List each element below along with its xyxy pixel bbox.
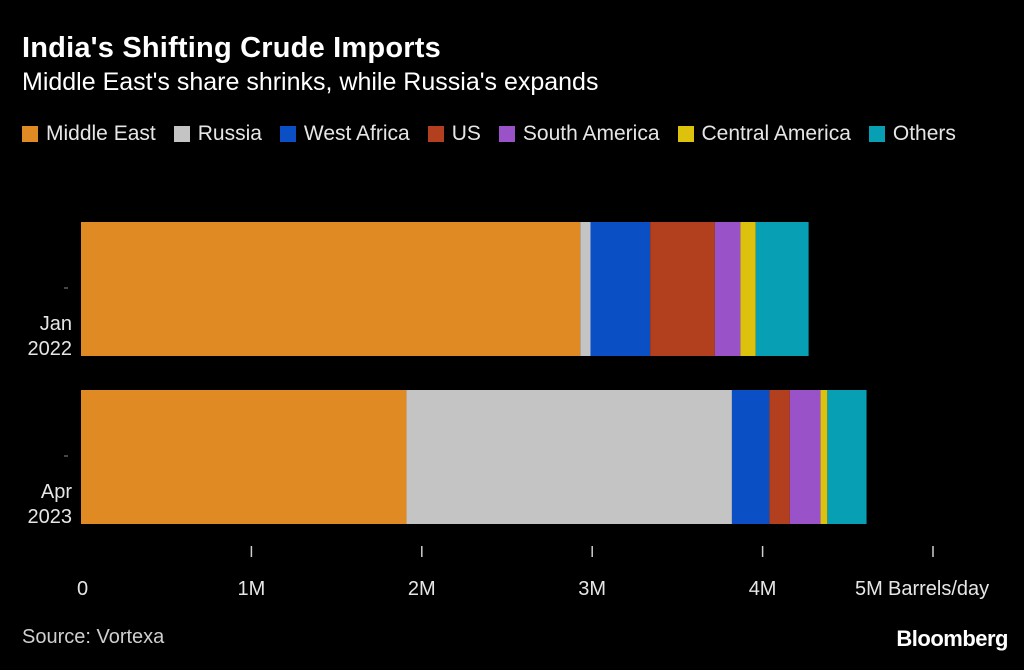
- legend-label: Central America: [701, 122, 851, 145]
- bar-segment: [740, 222, 756, 356]
- legend-item: Central America: [677, 122, 851, 146]
- legend-item: South America: [498, 122, 660, 146]
- legend-swatch: [427, 126, 444, 142]
- bar-segment: [81, 222, 581, 356]
- legend-swatch: [868, 126, 885, 142]
- legend-item: US: [427, 122, 481, 146]
- legend-label: Middle East: [46, 122, 156, 145]
- x-tick-label: 2M: [408, 578, 436, 600]
- legend-swatch: [498, 126, 515, 142]
- legend-label: Russia: [197, 122, 262, 145]
- x-tick-label: 1M: [238, 578, 266, 600]
- x-tick-label: 3M: [578, 578, 606, 600]
- legend-item: Russia: [173, 122, 262, 146]
- legend-swatch: [173, 126, 190, 142]
- bloomberg-logo: Bloomberg: [896, 626, 1008, 651]
- bar-segment: [714, 222, 741, 356]
- bar-segment: [755, 222, 809, 356]
- bar-segment: [81, 390, 407, 524]
- category-label-month: Apr: [41, 481, 72, 503]
- bar-segment: [406, 390, 732, 524]
- legend-swatch: [677, 126, 694, 142]
- legend-label: South America: [522, 122, 660, 145]
- legend-item: Others: [868, 122, 956, 146]
- x-tick-label: 4M: [749, 578, 777, 600]
- bar-segment: [827, 390, 867, 524]
- bar-segment: [590, 222, 651, 356]
- legend-swatch: [22, 126, 38, 142]
- legend-label: West Africa: [303, 122, 410, 145]
- x-tick-label: 0: [77, 578, 88, 600]
- category-label-year: 2022: [28, 338, 73, 360]
- category-label-month: Jan: [40, 313, 72, 335]
- bar-segment: [789, 390, 821, 524]
- legend-item: Middle East: [22, 122, 156, 146]
- source-note: Source: Vortexa: [22, 626, 165, 648]
- bar-segment: [820, 390, 828, 524]
- x-axis-unit: Barrels/day: [888, 578, 989, 600]
- legend-label: US: [451, 122, 481, 145]
- bar-segment: [580, 222, 591, 356]
- bar-segment: [769, 390, 790, 524]
- chart-title: India's Shifting Crude Imports: [22, 32, 441, 64]
- legend-swatch: [279, 126, 296, 142]
- legend-item: West Africa: [279, 122, 410, 146]
- category-label-year: 2023: [28, 506, 73, 528]
- bar-segment: [731, 390, 770, 524]
- bar-segment: [650, 222, 715, 356]
- x-tick-label: 5M: [855, 578, 883, 600]
- chart-subtitle: Middle East's share shrinks, while Russi…: [22, 68, 599, 96]
- legend-label: Others: [892, 122, 956, 145]
- chart-legend: Middle East Russia West Africa US South Amer…: [22, 122, 982, 146]
